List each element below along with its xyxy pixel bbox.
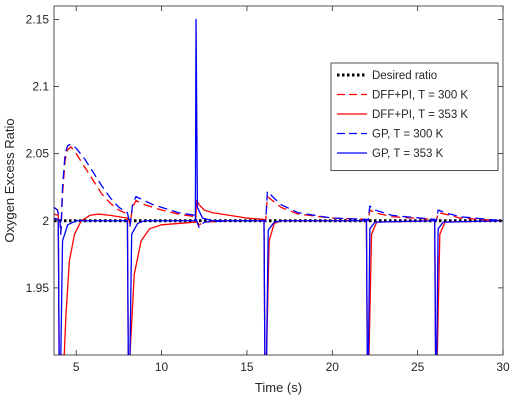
- y-tick-label: 2: [42, 214, 49, 228]
- legend-label-2: DFF+PI, T = 353 K: [372, 109, 468, 121]
- legend-label-4: GP, T = 353 K: [372, 148, 444, 160]
- y-tick-label: 2.05: [26, 147, 50, 161]
- legend-label-1: DFF+PI, T = 300 K: [372, 90, 468, 102]
- y-tick-label: 1.95: [26, 281, 50, 295]
- y-tick-label: 2.15: [26, 12, 50, 26]
- x-axis-title: Time (s): [255, 380, 302, 395]
- x-tick-label: 25: [411, 360, 425, 374]
- legend: Desired ratio DFF+PI, T = 300 K DFF+PI, T …: [330, 62, 499, 171]
- plot-frame: [53, 5, 504, 356]
- legend-label-3: GP, T = 300 K: [372, 129, 444, 141]
- y-tick-label: 2.1: [32, 80, 49, 94]
- legend-label-0: Desired ratio: [372, 70, 437, 82]
- y-axis-title: Oxygen Excess Ratio: [2, 118, 17, 242]
- x-tick-label: 20: [326, 360, 340, 374]
- series-line-1: [54, 146, 503, 235]
- x-tick-label: 5: [73, 360, 80, 374]
- series-line-4: [54, 18, 503, 355]
- series-line-3: [54, 143, 503, 235]
- x-tick-label: 10: [155, 360, 169, 374]
- x-tick-label: 30: [496, 360, 510, 374]
- x-tick-label: 15: [240, 360, 254, 374]
